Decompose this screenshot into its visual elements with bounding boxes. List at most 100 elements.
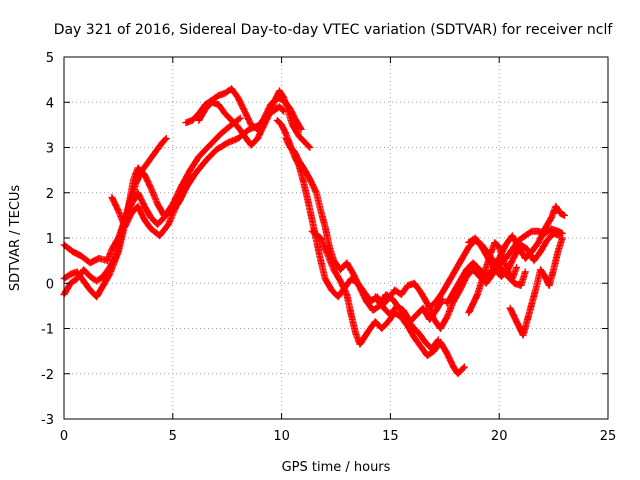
data-point [558, 211, 562, 215]
data-point [326, 252, 329, 255]
data-point [88, 275, 92, 278]
data-point [467, 241, 470, 244]
data-point [315, 191, 318, 194]
data-point [465, 268, 468, 271]
data-point [180, 184, 183, 188]
data-point [561, 232, 564, 235]
data-point [552, 232, 555, 235]
data-point [217, 103, 220, 106]
data-point [437, 338, 440, 341]
data-point [452, 300, 455, 303]
data-point [143, 205, 146, 208]
data-point [165, 137, 168, 140]
data-point [247, 128, 251, 131]
data-point [548, 284, 551, 287]
data-point [419, 291, 423, 294]
data-point [319, 209, 322, 213]
data-point [452, 365, 455, 369]
data-point [467, 245, 470, 249]
chart-title: Day 321 of 2016, Sidereal Day-to-day VTE… [54, 22, 614, 38]
data-point [415, 313, 418, 317]
axis-ticks [63, 56, 609, 420]
data-point [452, 291, 455, 294]
data-point [117, 209, 120, 213]
data-point [249, 123, 253, 127]
data-point [543, 275, 547, 278]
data-point [519, 284, 523, 287]
x-tick-label: 20 [491, 429, 508, 444]
data-point [515, 266, 518, 269]
data-point [319, 259, 322, 262]
data-point [448, 279, 451, 283]
data-point [500, 275, 503, 278]
data-point [397, 306, 401, 310]
data-point [193, 173, 196, 176]
data-point [428, 306, 431, 310]
data-point [204, 107, 207, 111]
y-tick-label: -2 [41, 368, 54, 383]
data-point [108, 273, 111, 276]
x-tick-label: 5 [169, 429, 177, 444]
data-point [350, 313, 353, 317]
data-point [552, 268, 555, 271]
x-tick-label: 0 [60, 429, 68, 444]
data-point [371, 309, 375, 312]
data-point [75, 270, 79, 274]
data-point [354, 331, 357, 335]
data-point [374, 295, 377, 298]
data-point [352, 273, 355, 276]
data-point [256, 137, 259, 140]
data-point [95, 295, 98, 298]
data-point [123, 225, 127, 228]
x-tick-label: 25 [600, 429, 617, 444]
data-point [102, 275, 105, 278]
grid-lines [64, 57, 608, 419]
data-point [226, 141, 229, 145]
data-point [297, 159, 301, 163]
data-point [434, 300, 438, 303]
data-point [484, 282, 488, 285]
data-point [278, 89, 281, 93]
data-point [358, 343, 362, 346]
data-point [526, 248, 529, 251]
data-point [380, 304, 383, 308]
data-point [404, 316, 407, 319]
data-point [474, 236, 477, 240]
data-point [289, 146, 292, 149]
data-point [445, 302, 449, 305]
data-point [421, 306, 425, 310]
data-point [243, 135, 246, 138]
y-tick-label: -3 [41, 413, 54, 428]
data-point [273, 98, 277, 102]
series-sat-track-3 [60, 114, 244, 299]
data-point [463, 365, 466, 369]
data-point [400, 293, 403, 296]
data-point [315, 239, 318, 242]
data-point [530, 230, 533, 233]
data-point [280, 123, 283, 127]
data-point [306, 198, 309, 201]
data-point [511, 248, 514, 251]
data-point [493, 241, 496, 244]
data-point [308, 146, 312, 149]
data-point [358, 286, 362, 289]
data-point [204, 159, 207, 163]
data-point [426, 354, 429, 357]
data-point [276, 119, 279, 122]
data-point [519, 243, 523, 246]
data-point [284, 137, 288, 140]
data-point [136, 205, 140, 208]
data-point [535, 286, 538, 289]
data-point [208, 144, 211, 147]
data-point [539, 250, 542, 253]
data-point [493, 268, 496, 271]
data-point [484, 266, 488, 269]
data-point [88, 288, 92, 292]
data-point [413, 282, 416, 285]
data-point [458, 279, 462, 283]
data-point [391, 297, 394, 301]
data-point [236, 137, 240, 140]
data-point [530, 302, 533, 305]
data-point [106, 259, 109, 262]
data-point [365, 300, 368, 303]
